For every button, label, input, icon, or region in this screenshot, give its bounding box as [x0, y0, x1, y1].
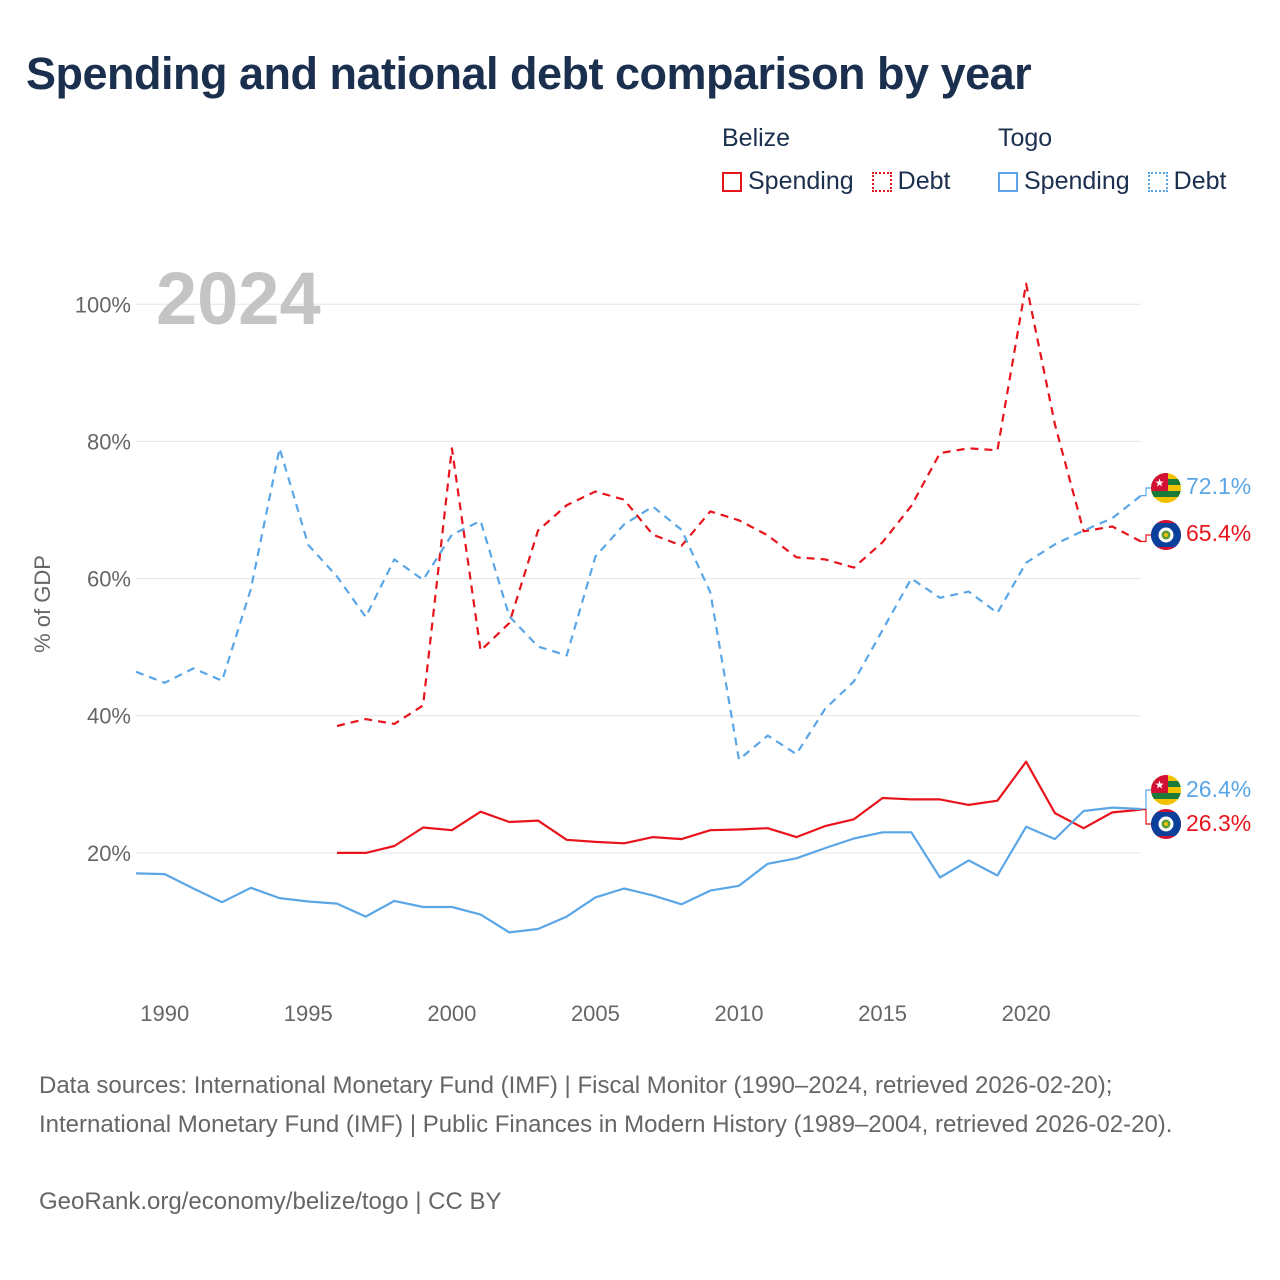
legend-group-belize: Belize Spending Debt — [722, 124, 968, 196]
year-watermark: 2024 — [156, 257, 321, 340]
series-line-belize-spending — [337, 760, 1142, 854]
end-label-value: 65.4% — [1186, 520, 1251, 546]
y-axis-label: % of GDP — [30, 555, 55, 653]
end-label-value: 26.4% — [1186, 776, 1251, 802]
y-tick-label: 60% — [87, 567, 131, 592]
y-tick-label: 20% — [87, 841, 131, 866]
legend-item-label: Debt — [1173, 167, 1227, 195]
belize-flag-icon — [1151, 809, 1181, 839]
legend-item-belize-spending[interactable]: Spending — [722, 167, 854, 196]
y-tick-label: 80% — [87, 429, 131, 454]
belize-flag-icon — [1151, 520, 1181, 550]
series-line-togo-debt — [135, 447, 1142, 761]
solid-line-swatch-icon — [998, 171, 1018, 192]
chart-title: Spending and national debt comparison by… — [26, 48, 1032, 99]
end-label-togo-spending: ★ 26.4% — [1151, 775, 1251, 805]
solid-line-swatch-icon — [722, 171, 742, 192]
end-label-belize-debt: 65.4% — [1151, 520, 1251, 550]
legend-item-label: Spending — [1024, 167, 1130, 195]
end-label-connectors — [1141, 487, 1151, 825]
end-label-togo-debt: ★ 72.1% — [1151, 473, 1251, 503]
dotted-line-swatch-icon — [871, 171, 892, 192]
data-sources-note: Data sources: International Monetary Fun… — [39, 1072, 1173, 1138]
x-axis-ticks: 1990 1995 2000 2005 2010 2015 2020 — [140, 1001, 1050, 1026]
end-label-connector — [1141, 789, 1151, 810]
series-line-togo-spending — [135, 806, 1142, 934]
x-tick-label: 1990 — [140, 1001, 189, 1026]
togo-flag-icon: ★ — [1151, 473, 1181, 503]
togo-flag-icon: ★ — [1151, 775, 1181, 805]
x-tick-label: 2005 — [571, 1001, 620, 1026]
svg-text:★: ★ — [1155, 780, 1165, 792]
x-tick-label: 1995 — [284, 1001, 333, 1026]
y-tick-label: 40% — [87, 704, 131, 729]
end-label-value: 72.1% — [1186, 473, 1251, 499]
legend-item-togo-debt[interactable]: Debt — [1147, 167, 1227, 196]
end-label-value: 26.3% — [1186, 810, 1251, 836]
end-label-belize-spending: 26.3% — [1151, 809, 1251, 839]
source-credit-link[interactable]: GeoRank.org/economy/belize/togo | CC BY — [39, 1188, 502, 1215]
end-label-connector — [1141, 809, 1151, 825]
legend-group-togo: Togo Spending Debt — [998, 124, 1244, 196]
end-label-connector — [1141, 487, 1151, 497]
legend-item-togo-spending[interactable]: Spending — [998, 167, 1130, 196]
x-tick-label: 2010 — [715, 1001, 764, 1026]
svg-text:★: ★ — [1155, 478, 1165, 490]
series-line-belize-debt — [336, 282, 1142, 728]
legend-item-belize-debt[interactable]: Debt — [871, 167, 951, 196]
end-label-connector — [1141, 534, 1151, 543]
series-lines — [135, 282, 1142, 934]
y-tick-label: 100% — [75, 292, 131, 317]
x-tick-label: 2015 — [858, 1001, 907, 1026]
gridlines — [136, 303, 1141, 854]
legend-item-label: Spending — [748, 167, 854, 195]
y-axis-ticks: 20% 40% 60% 80% 100% — [75, 292, 131, 866]
dotted-line-swatch-icon — [1147, 171, 1168, 192]
x-tick-label: 2020 — [1002, 1001, 1051, 1026]
line-chart: 2024 % of GDP 20% 40% 60% 80% 100% 1990 1995 2… — [30, 257, 1251, 1026]
legend-item-label: Debt — [897, 167, 951, 195]
legend-group-title: Belize — [722, 124, 791, 152]
legend-group-title: Togo — [998, 124, 1053, 152]
x-tick-label: 2000 — [427, 1001, 476, 1026]
